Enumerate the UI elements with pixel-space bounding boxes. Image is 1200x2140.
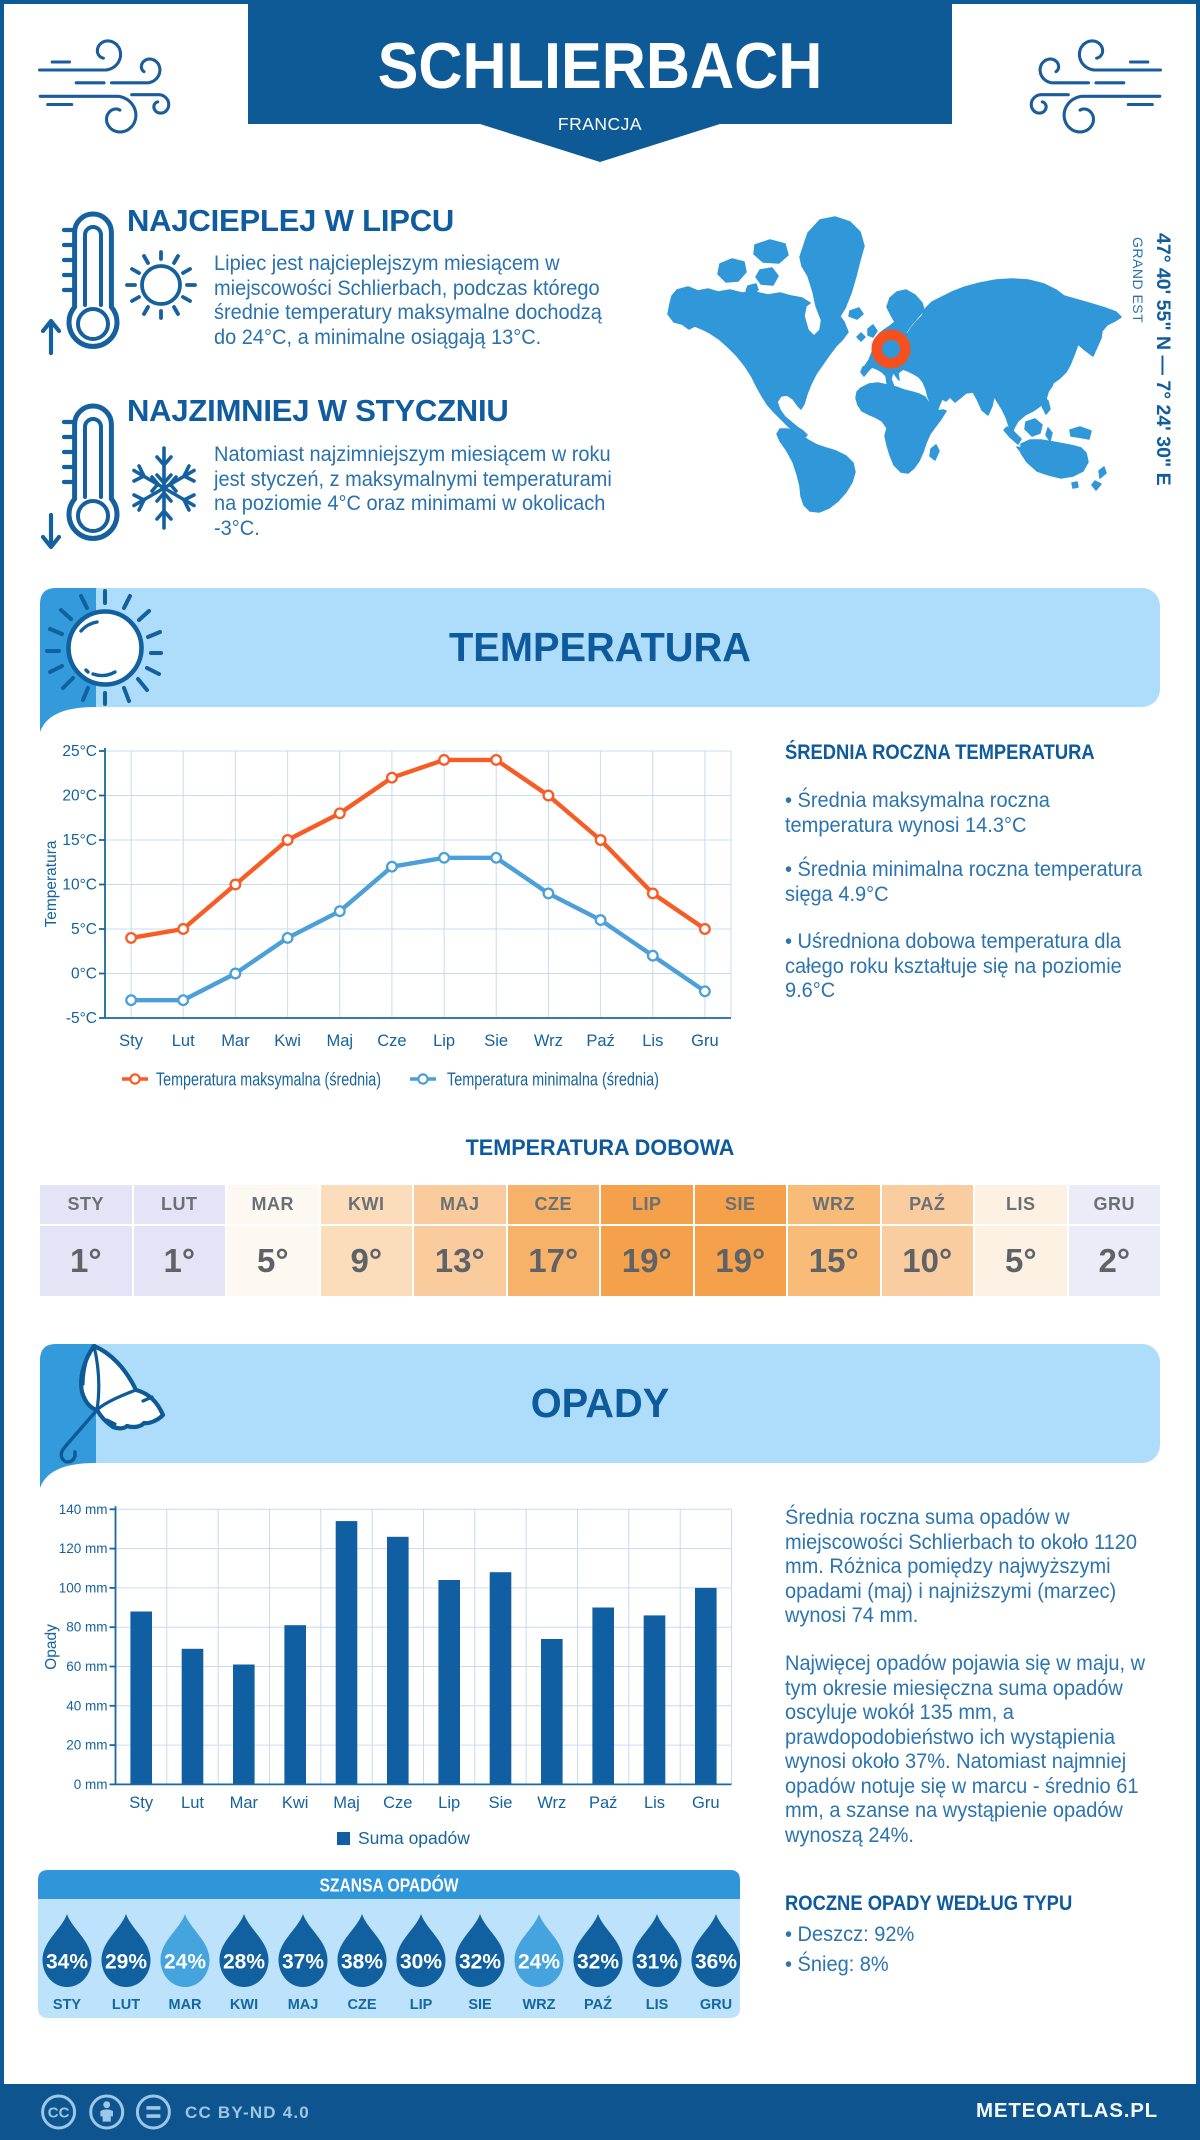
svg-text:40 mm: 40 mm [66, 1698, 107, 1713]
svg-text:24%: 24% [518, 1951, 560, 1974]
svg-text:60 mm: 60 mm [66, 1659, 107, 1674]
svg-text:Cze: Cze [383, 1794, 412, 1812]
svg-text:10°C: 10°C [62, 877, 97, 894]
svg-text:Wrz: Wrz [537, 1794, 566, 1812]
svg-text:GRU: GRU [700, 1997, 732, 2013]
svg-text:Lut: Lut [172, 1032, 195, 1050]
svg-text:Mar: Mar [230, 1794, 259, 1812]
svg-text:28%: 28% [223, 1951, 265, 1974]
svg-text:Lip: Lip [433, 1032, 455, 1050]
svg-text:140 mm: 140 mm [59, 1502, 108, 1517]
svg-text:SZANSA OPADÓW: SZANSA OPADÓW [320, 1875, 459, 1896]
svg-text:Lis: Lis [642, 1032, 663, 1050]
svg-text:Sty: Sty [129, 1794, 154, 1812]
svg-text:Sty: Sty [119, 1032, 144, 1050]
svg-text:37%: 37% [282, 1951, 324, 1974]
svg-text:38%: 38% [341, 1951, 383, 1974]
svg-text:20 mm: 20 mm [66, 1738, 107, 1753]
svg-text:Paź: Paź [589, 1794, 617, 1812]
svg-text:120 mm: 120 mm [59, 1541, 108, 1556]
svg-text:24%: 24% [164, 1951, 206, 1974]
svg-text:Temperatura: Temperatura [43, 840, 60, 927]
svg-text:LUT: LUT [112, 1997, 140, 2013]
svg-text:-5°C: -5°C [66, 1010, 97, 1027]
svg-text:Wrz: Wrz [534, 1032, 563, 1050]
svg-text:Mar: Mar [221, 1032, 250, 1050]
svg-text:CC: CC [48, 2105, 70, 2122]
svg-text:Lis: Lis [644, 1794, 665, 1812]
svg-text:25°C: 25°C [62, 743, 97, 760]
svg-text:Gru: Gru [691, 1032, 719, 1050]
svg-text:Cze: Cze [377, 1032, 406, 1050]
svg-text:Sie: Sie [484, 1032, 508, 1050]
svg-text:Opady: Opady [43, 1624, 60, 1670]
svg-text:Suma opadów: Suma opadów [358, 1828, 470, 1848]
svg-text:Maj: Maj [333, 1794, 360, 1812]
svg-text:30%: 30% [400, 1951, 442, 1974]
svg-text:29%: 29% [105, 1951, 147, 1974]
svg-text:STY: STY [53, 1997, 82, 2013]
svg-text:32%: 32% [459, 1951, 501, 1974]
svg-text:36%: 36% [695, 1951, 737, 1974]
svg-text:0°C: 0°C [71, 966, 97, 983]
svg-text:0 mm: 0 mm [74, 1777, 108, 1792]
svg-text:Lip: Lip [438, 1794, 460, 1812]
svg-text:SIE: SIE [468, 1997, 492, 2013]
svg-text:34%: 34% [46, 1951, 88, 1974]
svg-text:Lut: Lut [181, 1794, 204, 1812]
svg-text:Gru: Gru [692, 1794, 720, 1812]
svg-text:WRZ: WRZ [522, 1997, 555, 2013]
svg-text:MAR: MAR [168, 1997, 202, 2013]
svg-text:PAŹ: PAŹ [584, 1996, 612, 2013]
svg-text:20°C: 20°C [62, 788, 97, 805]
svg-text:Temperatura maksymalna (średni: Temperatura maksymalna (średnia) [156, 1069, 381, 1090]
svg-text:80 mm: 80 mm [66, 1620, 107, 1635]
svg-text:CZE: CZE [348, 1997, 377, 2013]
svg-text:MAJ: MAJ [288, 1997, 319, 2013]
svg-text:Kwi: Kwi [274, 1032, 301, 1050]
svg-text:LIP: LIP [410, 1997, 433, 2013]
svg-text:Paź: Paź [586, 1032, 614, 1050]
svg-text:Temperatura minimalna (średnia: Temperatura minimalna (średnia) [447, 1069, 659, 1090]
svg-text:5°C: 5°C [71, 921, 97, 938]
svg-text:Kwi: Kwi [282, 1794, 309, 1812]
svg-text:Sie: Sie [489, 1794, 513, 1812]
svg-text:32%: 32% [577, 1951, 619, 1974]
svg-text:KWI: KWI [230, 1997, 258, 2013]
svg-text:31%: 31% [636, 1951, 678, 1974]
svg-text:15°C: 15°C [62, 832, 97, 849]
svg-text:100 mm: 100 mm [59, 1580, 108, 1595]
svg-text:Maj: Maj [327, 1032, 354, 1050]
svg-text:LIS: LIS [646, 1997, 669, 2013]
